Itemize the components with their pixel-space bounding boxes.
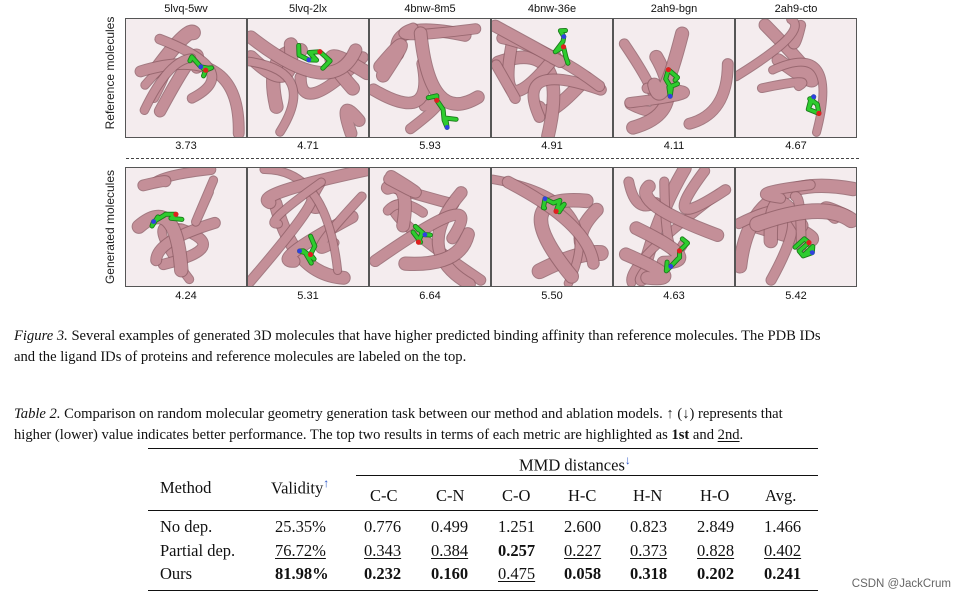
row-value: 0.343 [364,541,402,560]
table-mid-rule [148,510,818,511]
gen-score: 4.24 [175,290,197,302]
row-value: 0.227 [564,541,602,560]
figure-caption-text-2: and the ligand IDs of proteins and refer… [14,349,467,365]
table-bottom-rule [148,590,818,591]
row-validity: 76.72% [275,541,326,560]
row-value: 1.251 [498,517,536,536]
header-col: Avg. [765,486,797,505]
molecule-panel [735,18,857,138]
figure-caption-label: Figure 3. [14,328,68,344]
row-value: 1.466 [764,517,802,536]
molecule-panel [613,167,735,287]
row-validity: 81.98% [275,564,329,583]
pdb-label: 2ah9-bgn [650,3,698,15]
molecule-panel [491,167,613,287]
row-value: 0.160 [431,564,469,583]
gen-score: 4.63 [663,290,685,302]
watermark: CSDN @JackCrum [851,578,951,590]
row-value: 0.241 [764,564,802,583]
molecule-panel [125,18,247,138]
first-label: 1st [671,427,690,443]
molecule-panel [125,167,247,287]
row-value: 0.475 [498,564,536,583]
ref-score: 4.91 [541,140,563,152]
dashed-divider [126,158,859,159]
pdb-label: 5lvq-5wv [164,3,208,15]
row-value: 0.373 [630,541,668,560]
gen-score: 5.31 [297,290,319,302]
table-caption-label: Table 2. [14,406,61,422]
table-caption-text-2: higher (lower) value indicates better pe… [14,427,672,443]
ref-score: 3.73 [175,140,197,152]
and-word: and [689,427,718,443]
molecule-panel [247,167,369,287]
molecule-panel [735,167,857,287]
up-arrow-icon: ↑ [323,476,330,490]
pdb-label: 5lvq-2lx [289,3,327,15]
row-value: 0.384 [431,541,469,560]
mmd-rule [356,475,818,476]
header-col: C-N [436,486,465,505]
row-value: 0.257 [498,541,536,560]
molecule-panel [369,167,491,287]
row-method: Ours [160,564,193,583]
header-col: C-C [370,486,398,505]
row-value: 0.823 [630,517,668,536]
row-value: 0.058 [564,564,602,583]
pdb-label: 4bnw-8m5 [404,3,456,15]
second-label: 2nd [717,427,740,443]
header-col: H-O [700,486,730,505]
row-value: 0.499 [431,517,469,536]
row-value: 2.600 [564,517,602,536]
header-mmd: MMD distances↓ [519,453,631,475]
figure-3: Reference molecules Generated molecules … [103,3,859,302]
row-validity: 25.35% [275,517,326,536]
header-col: H-C [568,486,597,505]
table-caption: Table 2. Comparison on random molecular … [14,404,783,446]
row-method: No dep. [160,517,213,536]
molecule-panel [613,18,735,138]
ref-score: 4.67 [785,140,807,152]
row-value: 0.232 [364,564,402,583]
ref-score: 4.71 [297,140,319,152]
header-col: C-O [502,486,531,505]
table-caption-text-1: Comparison on random molecular geometry … [64,406,783,422]
table-top-rule [148,448,818,449]
row-label-reference: Reference molecules [103,16,117,130]
header-col: H-N [633,486,663,505]
figure-caption: Figure 3. Several examples of generated … [14,326,821,368]
down-arrow-icon: ↓ [624,453,631,467]
row-value: 0.776 [364,517,402,536]
molecule-panel [369,18,491,138]
row-value: 0.318 [630,564,668,583]
row-value: 0.402 [764,541,802,560]
gen-score: 5.50 [541,290,563,302]
row-value: 2.849 [697,517,735,536]
gen-score: 6.64 [419,290,441,302]
molecule-panel [491,18,613,138]
ref-score: 5.93 [419,140,441,152]
header-validity: Validity↑ [271,476,330,498]
figure-caption-text-1: Several examples of generated 3D molecul… [71,328,821,344]
row-method: Partial dep. [160,541,236,560]
caption-period: . [739,427,744,443]
pdb-label: 4bnw-36e [527,3,577,15]
ref-score: 4.11 [663,140,685,152]
molecule-panel [247,18,369,138]
pdb-label: 2ah9-cto [774,3,818,15]
row-value: 0.828 [697,541,735,560]
row-value: 0.202 [697,564,735,583]
gen-score: 5.42 [785,290,807,302]
header-method: Method [160,478,212,497]
row-label-generated: Generated molecules [103,169,117,285]
